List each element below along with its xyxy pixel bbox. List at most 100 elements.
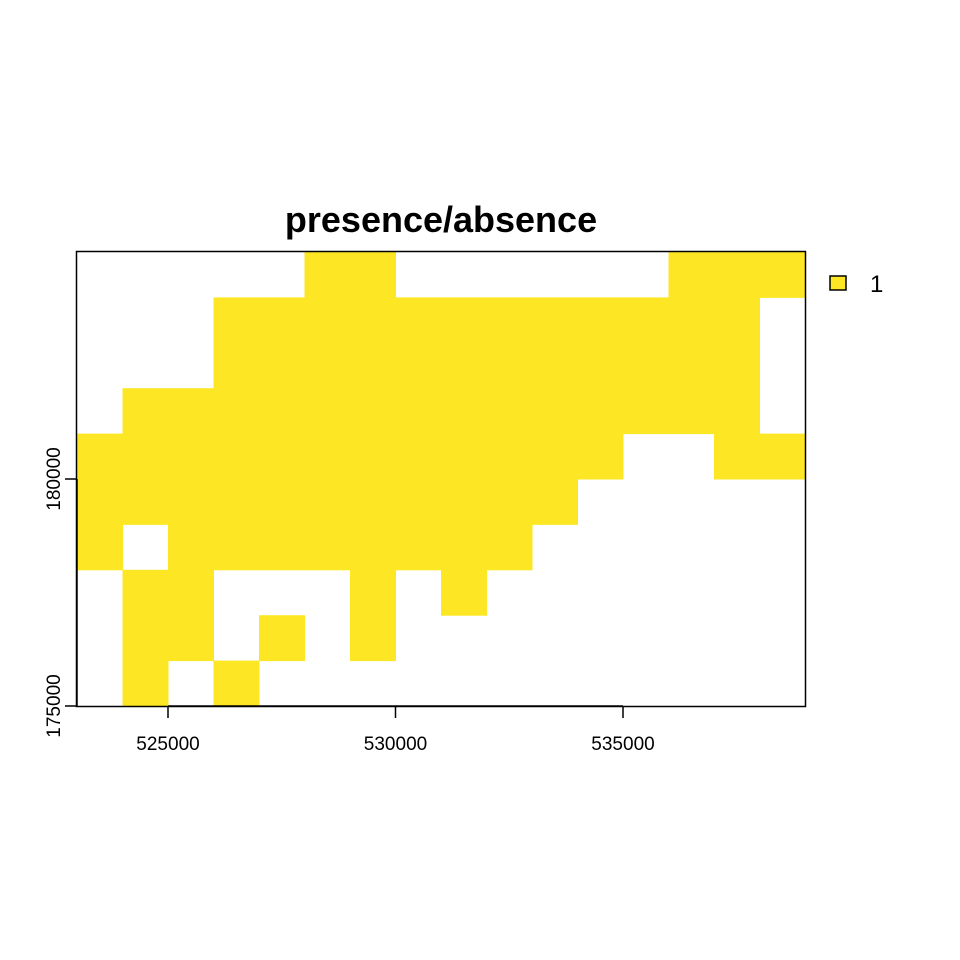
raster-cell: [441, 569, 487, 616]
raster-cell: [395, 479, 442, 525]
raster-cell: [122, 615, 169, 662]
raster-cell: [759, 252, 806, 298]
raster-cell: [304, 297, 351, 344]
raster-cell: [213, 524, 260, 571]
raster-cell: [304, 433, 351, 480]
raster-cell: [122, 660, 169, 707]
raster-cell: [213, 660, 260, 707]
raster-cell: [350, 615, 396, 662]
raster-cell: [350, 342, 396, 389]
raster-cell: [486, 433, 533, 480]
raster-cell: [350, 569, 396, 616]
raster-cell: [168, 388, 214, 435]
raster-cell: [577, 433, 624, 480]
raster-cell: [168, 615, 214, 662]
raster-cell: [213, 297, 260, 344]
y-axis: 175000 180000: [44, 447, 78, 738]
raster-cell: [441, 524, 487, 571]
raster-cell: [350, 479, 396, 525]
raster-cell: [304, 342, 351, 389]
legend-swatch: [829, 275, 847, 291]
raster-cell: [77, 433, 123, 480]
raster-cell: [577, 342, 624, 389]
y-tick-label: 175000: [44, 674, 65, 737]
raster-cell: [168, 433, 214, 480]
raster-cell: [714, 433, 760, 480]
raster-cell: [122, 388, 169, 435]
raster-cell: [259, 479, 305, 525]
raster-cell: [168, 569, 214, 616]
raster-cell: [441, 342, 487, 389]
x-tick-label: 535000: [591, 734, 654, 755]
raster-cell: [486, 388, 533, 435]
raster-cell: [623, 342, 669, 389]
raster-cell: [441, 433, 487, 480]
raster-cell: [395, 433, 442, 480]
raster-cell: [259, 388, 305, 435]
raster-cell: [304, 388, 351, 435]
raster-cell: [304, 479, 351, 525]
raster-cell: [350, 252, 396, 298]
raster-cell: [623, 388, 669, 435]
raster-cell: [395, 524, 442, 571]
raster-cell: [577, 388, 624, 435]
raster-cell: [213, 433, 260, 480]
raster-cell: [532, 388, 578, 435]
raster-cell: [532, 479, 578, 525]
raster-cell: [350, 297, 396, 344]
raster-cell: [77, 524, 123, 571]
raster-cell: [350, 524, 396, 571]
raster-cell: [259, 342, 305, 389]
raster-cell: [532, 297, 578, 344]
raster-cell: [213, 342, 260, 389]
raster-cell: [213, 479, 260, 525]
raster-cell: [395, 342, 442, 389]
raster-cell: [532, 433, 578, 480]
raster-cell: [259, 433, 305, 480]
raster-cell: [668, 342, 715, 389]
x-axis: 525000 530000 535000: [136, 705, 655, 755]
raster-cell: [623, 297, 669, 344]
raster-cell: [714, 342, 760, 389]
raster-cell: [350, 433, 396, 480]
raster-cell: [304, 524, 351, 571]
raster-cell: [577, 297, 624, 344]
raster-cell: [441, 388, 487, 435]
raster-cell: [668, 252, 715, 298]
raster-cell: [395, 297, 442, 344]
chart-title: presence/absence: [285, 199, 597, 240]
raster-cell: [259, 615, 305, 662]
legend-label: 1: [870, 271, 883, 298]
raster-cell: [486, 524, 533, 571]
raster-cell: [304, 252, 351, 298]
raster-cell: [213, 388, 260, 435]
raster-cell: [350, 388, 396, 435]
raster-cell: [486, 342, 533, 389]
raster-cell: [668, 388, 715, 435]
raster-cell: [259, 524, 305, 571]
raster-cell: [486, 297, 533, 344]
x-tick-label: 525000: [136, 734, 199, 755]
raster-cells: [77, 252, 806, 707]
raster-cell: [168, 479, 214, 525]
raster-cell: [759, 433, 806, 480]
raster-cell: [714, 297, 760, 344]
raster-cell: [714, 252, 760, 298]
y-tick-label: 180000: [44, 447, 65, 510]
raster-cell: [486, 479, 533, 525]
raster-cell: [668, 297, 715, 344]
raster-cell: [122, 433, 169, 480]
legend: 1: [829, 271, 883, 298]
raster-cell: [714, 388, 760, 435]
raster-cell: [259, 297, 305, 344]
raster-cell: [122, 569, 169, 616]
raster-cell: [441, 297, 487, 344]
raster-cell: [395, 388, 442, 435]
x-tick-label: 530000: [364, 734, 427, 755]
raster-cell: [77, 479, 123, 525]
raster-cell: [122, 479, 169, 525]
raster-cell: [532, 342, 578, 389]
raster-cell: [441, 479, 487, 525]
raster-cell: [168, 524, 214, 571]
